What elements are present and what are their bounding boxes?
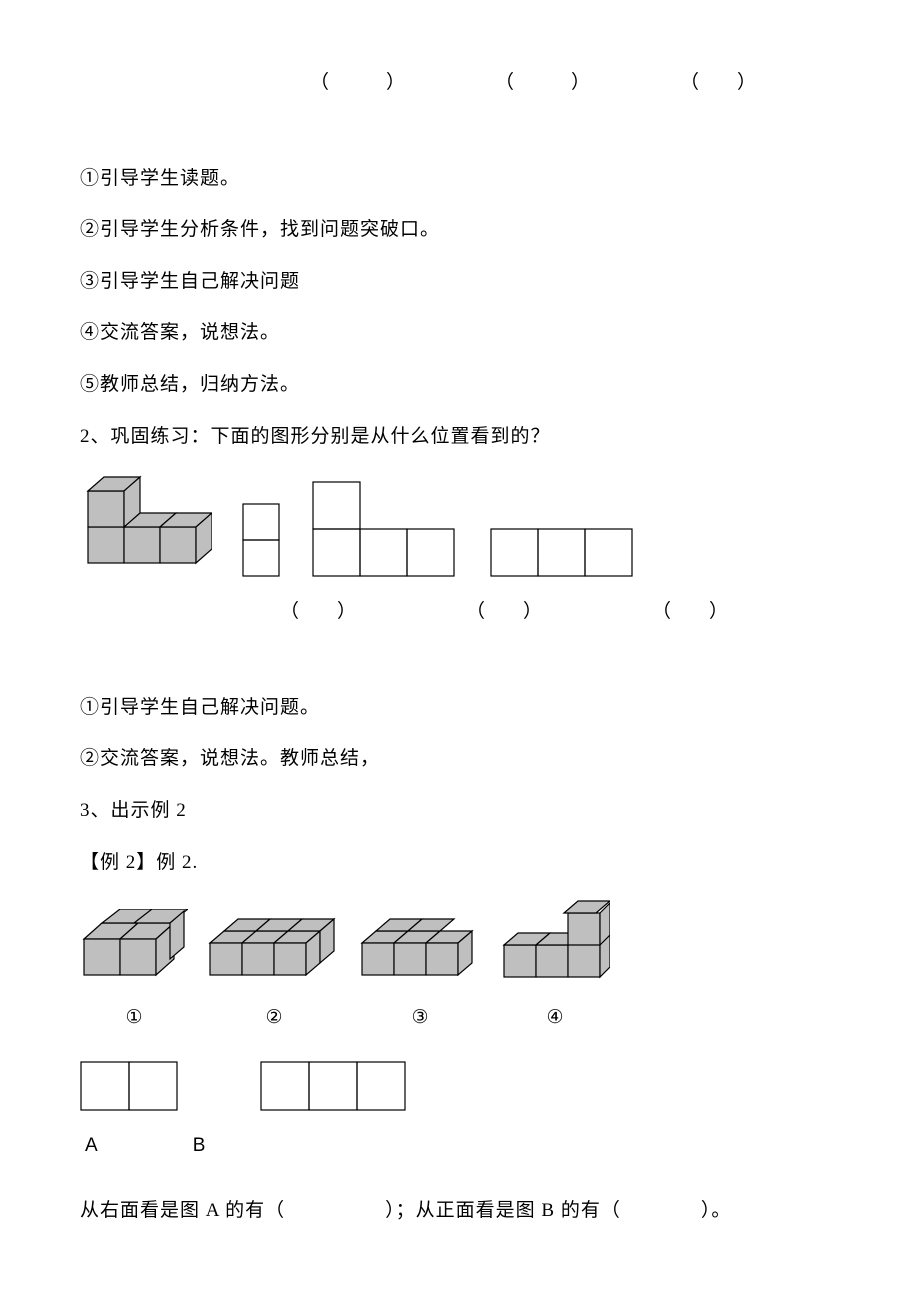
- step-2-2: ②交流答案，说想法。教师总结，: [80, 736, 840, 782]
- ex2-label: 【例 2】例 2.: [80, 840, 840, 886]
- step-1-2: ②引导学生分析条件，找到问题突破口。: [80, 207, 840, 253]
- blank-3[interactable]: （ ）: [680, 60, 756, 106]
- ex2-fig-4: [500, 895, 610, 987]
- q2-iso-figure: [80, 469, 212, 579]
- blank-2[interactable]: （ ）: [495, 60, 590, 106]
- ab-labels: A B: [80, 1123, 840, 1169]
- blank-6[interactable]: （ ）: [652, 589, 728, 635]
- q2-title: 2、巩固练习：下面的图形分别是从什么位置看到的？: [80, 414, 840, 460]
- ex2-flat-b: [260, 1061, 408, 1113]
- step-1-4: ④交流答案，说想法。: [80, 310, 840, 356]
- step-1-1: ①引导学生读题。: [80, 156, 840, 202]
- blank-5[interactable]: （ ）: [466, 589, 542, 635]
- ex2-label-2: ②: [208, 995, 340, 1041]
- q3-title: 3、出示例 2: [80, 788, 840, 834]
- label-a: A: [80, 1123, 98, 1169]
- blank-1[interactable]: （ ）: [310, 60, 405, 106]
- ex2-fig-3: [360, 915, 480, 987]
- step-1-5: ⑤教师总结，归纳方法。: [80, 362, 840, 408]
- label-b: B: [188, 1123, 206, 1169]
- q2-flat-3: [490, 528, 638, 579]
- blank-row-2: （ ） （ ） （ ）: [80, 589, 840, 635]
- ex2-fig-2: [208, 915, 340, 987]
- ex2-labels: ① ② ③ ④: [80, 995, 840, 1041]
- q2-figure-row: [80, 469, 840, 579]
- blank-row-1: （ ） （ ） （ ）: [80, 60, 840, 106]
- ex2-fig-1: [80, 909, 188, 987]
- blank-4[interactable]: （ ）: [280, 589, 356, 635]
- ex2-label-4: ④: [500, 995, 610, 1041]
- ex2-iso-row: [80, 895, 840, 987]
- q2-flat-2: [312, 481, 460, 579]
- ex2-label-1: ①: [80, 995, 188, 1041]
- ex2-flat-a: [80, 1061, 180, 1113]
- ex2-label-3: ③: [360, 995, 480, 1041]
- ex2-flat-row: [80, 1061, 840, 1113]
- step-1-3: ③引导学生自己解决问题: [80, 259, 840, 305]
- step-2-1: ①引导学生自己解决问题。: [80, 685, 840, 731]
- q2-flat-1: [242, 503, 282, 579]
- ex2-question: 从右面看是图 A 的有（ ）；从正面看是图 B 的有（ ）。: [80, 1188, 840, 1234]
